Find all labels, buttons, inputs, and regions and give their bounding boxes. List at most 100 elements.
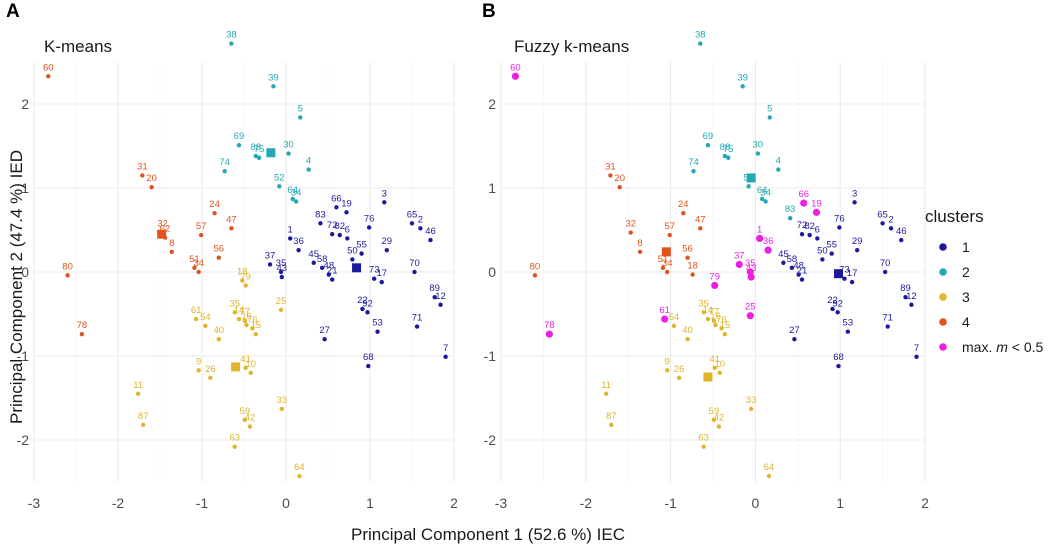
data-point-label: 19 [341,198,352,209]
data-point-66 [800,199,808,207]
data-point-label: 6 [815,224,820,235]
x-tick-label: -3 [495,495,508,511]
data-point-label: 50 [817,245,828,256]
x-tick-label: -3 [28,495,41,511]
data-point-label: 58 [787,254,798,265]
data-point-73 [842,276,847,281]
data-point-20 [149,184,154,190]
data-point-41 [243,365,248,370]
data-point-22 [830,306,835,312]
data-point-27 [322,337,327,342]
data-point-27 [792,337,797,342]
data-point-5 [767,115,773,120]
data-point-label: 2 [418,214,423,225]
data-point-15 [253,331,258,337]
data-point-label: 43 [277,263,288,274]
data-point-34 [665,269,670,275]
data-point-72 [330,232,335,237]
data-point-label: 48 [793,261,804,272]
y-tick-label: 2 [21,96,29,112]
data-point-label: 56 [682,244,693,255]
data-point-label: 76 [364,213,375,224]
data-point-label: 35 [745,258,756,269]
data-point-label: 59 [709,406,720,417]
legend-title: clusters [925,207,984,226]
data-point-76 [366,225,372,230]
data-point-label: 11 [133,380,143,391]
legend-label: 4 [962,314,970,330]
data-point-label: 55 [826,240,837,251]
data-point-label: 9 [665,356,670,367]
data-point-label: 5 [298,103,303,114]
data-point-79 [711,281,719,290]
y-tick-label: -1 [17,348,30,364]
data-point-label: 57 [664,221,675,232]
data-point-48 [326,272,332,277]
data-point-label: 75 [254,144,265,155]
data-point-38 [229,41,234,46]
data-point-label: 3 [382,188,387,199]
data-point-29 [384,247,389,253]
data-point-label: 3 [852,188,857,199]
data-point-label: 41 [240,354,251,365]
data-point-label: 65 [877,209,888,220]
data-point-label: 88 [250,142,261,153]
data-point-53 [845,329,851,334]
data-point-38 [698,41,703,46]
data-point-label: 36 [763,236,774,247]
data-point-59 [711,417,717,423]
data-point-label: 31 [137,161,148,172]
data-point-17 [849,279,855,285]
legend: clusters 1 2 3 4 max. m < 0.5 [925,207,1044,355]
legend-swatch [939,268,947,276]
data-point-66 [334,205,339,210]
data-point-65 [880,221,885,226]
legend-swatch [939,243,947,251]
data-point-label: 37 [265,250,276,261]
data-point-label: 54 [200,312,211,323]
data-point-64 [290,196,295,202]
data-point-label: 82 [334,221,345,232]
data-point-label: 39 [268,72,279,83]
centroid-cluster-2 [746,173,756,183]
data-point-label: 64 [287,185,298,196]
data-point-82 [337,232,342,238]
data-point-39 [271,84,276,89]
data-point-label: 35 [698,298,709,309]
data-point-label: 48 [324,261,335,272]
data-point-label: 68 [833,352,844,363]
data-point-label: 68 [363,352,374,363]
data-point-42 [247,424,253,429]
data-point-label: 24 [209,199,220,210]
data-point-19 [812,208,821,216]
legend-swatch [939,343,947,351]
data-point-label: 34 [193,258,204,269]
data-point-18 [690,272,695,277]
x-tick-label: -2 [580,495,593,511]
panel-letter-a: A [6,1,20,22]
data-point-label: 70 [880,258,891,269]
x-axis-title: Principal Component 1 (52.6 %) IEC [351,525,625,544]
data-point-17 [379,279,384,285]
data-point-30 [755,151,761,156]
data-point-label: 64 [764,462,775,473]
data-point-77 [242,318,248,323]
data-point-73 [372,276,377,281]
data-point-label: 32 [157,219,168,230]
data-point-label: 4 [776,156,781,167]
y-tick-label: 1 [488,180,496,196]
data-point-35 [701,310,706,315]
data-point-label: 71 [412,313,423,324]
plot-panel-fuzzy-kmeans: -3-2-1012-2-1012603839569887530744526434… [484,30,930,511]
data-point-80 [65,273,70,278]
data-point-label: 60 [510,62,521,73]
data-point-60 [511,72,520,80]
data-point-10 [248,370,253,375]
data-point-16 [713,322,718,328]
data-point-label: 19 [811,198,822,209]
data-point-59 [242,417,248,423]
data-point-69 [705,142,711,148]
data-point-68 [366,363,371,369]
data-point-label: 72 [797,220,808,231]
data-point-46 [899,237,904,243]
